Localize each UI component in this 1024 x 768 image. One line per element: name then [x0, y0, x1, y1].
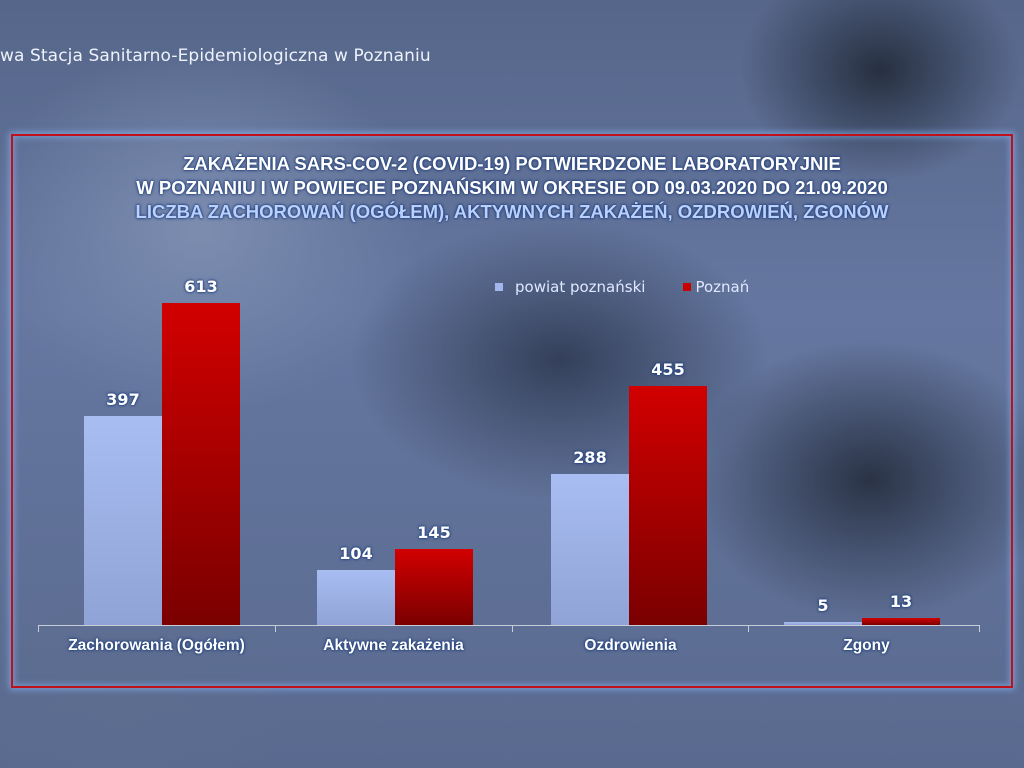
chart-legend: powiat poznański Poznań	[495, 278, 787, 296]
value-label: 104	[339, 544, 373, 563]
chart-subtitle: LICZBA ZACHOROWAŃ (OGÓŁEM), AKTYWNYCH ZA…	[135, 201, 889, 222]
bar-poznan-zgony	[862, 618, 940, 625]
x-axis-label-aktywne: Aktywne zakażenia	[323, 637, 464, 654]
x-axis-tick	[38, 625, 39, 632]
bar-powiat-aktywne	[317, 570, 395, 625]
x-axis-tick	[748, 625, 749, 632]
x-axis-label-zachorowania: Zachorowania (Ogółem)	[68, 637, 245, 654]
value-label: 13	[889, 592, 913, 611]
x-axis-label-zgony: Zgony	[843, 637, 890, 654]
value-label: 455	[651, 360, 685, 379]
x-axis-tick	[275, 625, 276, 632]
legend-item-poznan: Poznań	[683, 278, 749, 296]
x-axis-tick	[512, 625, 513, 632]
x-axis-label-ozdrowienia: Ozdrowienia	[584, 637, 677, 654]
legend-item-powiat: powiat poznański	[495, 278, 645, 296]
bar-powiat-ozdrowienia	[551, 474, 629, 625]
legend-label-powiat: powiat poznański	[515, 278, 646, 296]
value-label: 145	[417, 523, 451, 542]
bar-poznan-zachorowania	[162, 303, 240, 625]
institution-header: wa Stacja Sanitarno-Epidemiologiczna w P…	[0, 46, 431, 66]
legend-label-poznan: Poznań	[695, 278, 750, 296]
bar-powiat-zgony	[784, 622, 862, 625]
x-axis-line	[38, 625, 980, 626]
bar-powiat-zachorowania	[84, 416, 162, 625]
value-label: 288	[573, 448, 607, 467]
x-axis-tick	[979, 625, 980, 632]
value-label: 5	[817, 596, 829, 615]
chart-frame	[11, 134, 1013, 688]
value-label: 613	[184, 277, 218, 296]
chart-title: ZAKAŻENIA SARS-COV-2 (COVID-19) POTWIERD…	[11, 152, 1013, 224]
legend-swatch-poznan	[683, 283, 692, 291]
legend-swatch-powiat	[495, 283, 503, 291]
chart-title-line-1: ZAKAŻENIA SARS-COV-2 (COVID-19) POTWIERD…	[183, 153, 841, 174]
value-label: 397	[106, 390, 140, 409]
bar-poznan-ozdrowienia	[629, 386, 707, 625]
chart-title-line-2: W POZNANIU I W POWIECIE POZNAŃSKIM W OKR…	[136, 177, 888, 198]
bar-poznan-aktywne	[395, 549, 473, 625]
